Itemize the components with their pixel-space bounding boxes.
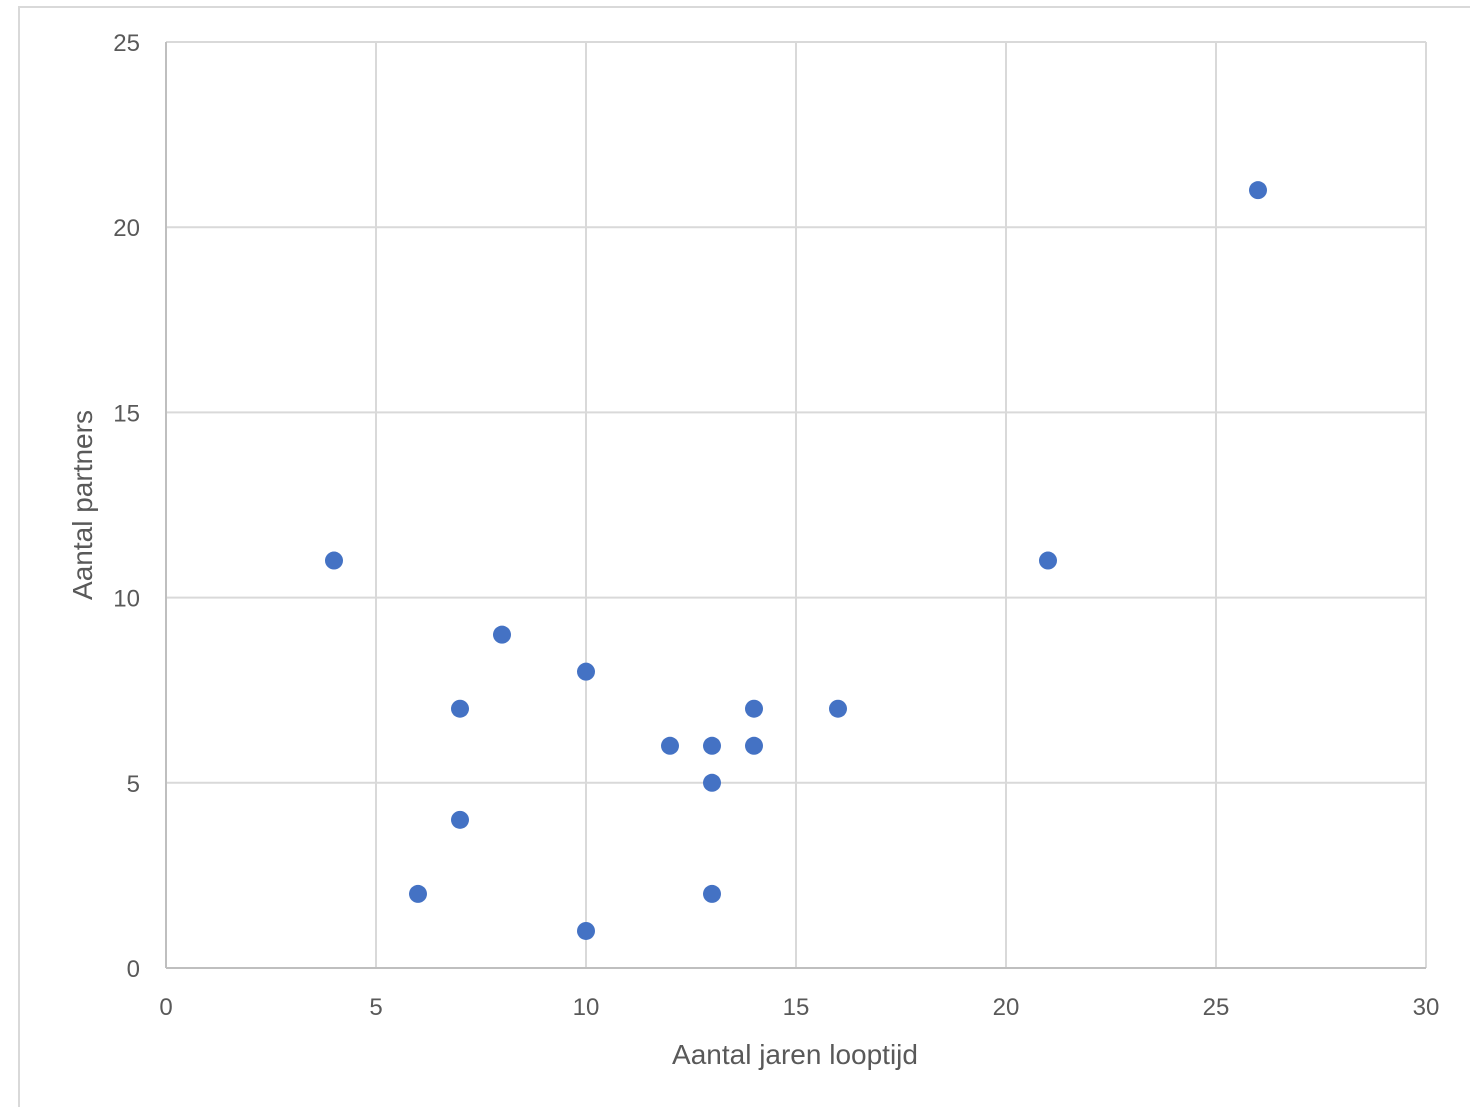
data-point <box>661 736 679 755</box>
data-point <box>703 773 721 792</box>
y-tick-label: 15 <box>113 400 140 427</box>
data-point <box>325 551 343 570</box>
x-tick-label: 0 <box>159 994 172 1021</box>
y-axis-title: Aantal partners <box>67 410 98 600</box>
data-point <box>829 699 847 718</box>
y-tick-label: 0 <box>127 956 140 983</box>
x-tick-label: 10 <box>573 994 600 1021</box>
x-tick-label: 5 <box>369 994 382 1021</box>
data-points <box>325 181 1267 940</box>
gridlines <box>166 41 1427 968</box>
x-axis-title: Aantal jaren looptijd <box>672 1039 918 1070</box>
x-tick-label: 20 <box>993 994 1020 1021</box>
data-point <box>577 921 595 940</box>
data-point <box>451 810 469 829</box>
data-point <box>1039 551 1057 570</box>
y-tick-label: 25 <box>113 30 140 57</box>
data-point <box>493 625 511 644</box>
data-point <box>451 699 469 718</box>
chart-area <box>18 6 1470 1107</box>
x-tick-label: 15 <box>783 994 810 1021</box>
tick-labels: 0 5 10 15 20 25 30 0 5 10 15 20 25 <box>113 30 1439 1021</box>
data-point <box>703 736 721 755</box>
y-tick-label: 10 <box>113 586 140 613</box>
axes <box>165 42 1426 969</box>
data-point <box>409 884 427 903</box>
x-tick-label: 30 <box>1413 994 1440 1021</box>
data-point <box>745 736 763 755</box>
y-tick-label: 20 <box>113 215 140 242</box>
data-point <box>745 699 763 718</box>
y-tick-label: 5 <box>127 771 140 798</box>
data-point <box>1249 181 1267 200</box>
data-point <box>577 662 595 681</box>
data-point <box>703 884 721 903</box>
x-tick-label: 25 <box>1203 994 1230 1021</box>
